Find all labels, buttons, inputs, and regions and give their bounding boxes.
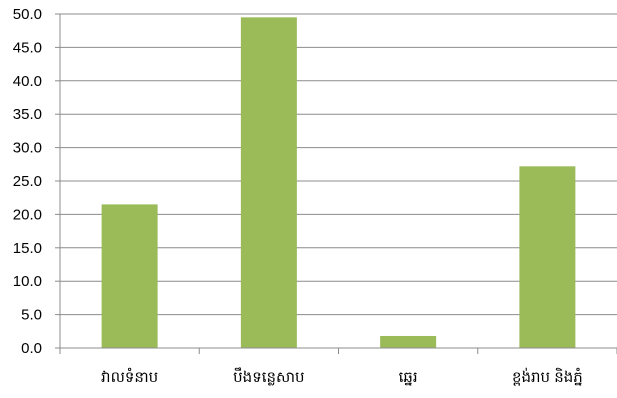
y-tick-label: 45.0 — [13, 39, 42, 56]
x-tick-label: បឹងទន្លេសាប — [233, 367, 304, 386]
x-tick-label: វាលទំនាប — [101, 367, 158, 386]
axes — [55, 13, 617, 354]
y-tick-label: 35.0 — [13, 106, 42, 123]
y-tick-label: 30.0 — [13, 140, 42, 157]
y-tick-label: 5.0 — [21, 307, 42, 324]
bar — [240, 17, 297, 349]
x-tick-labels: វាលទំនាប បឹងទន្លេសាប ឆ្នេរ ខ្ពង់រាប និងភ្នំ — [101, 367, 583, 386]
y-tick-label: 15.0 — [13, 240, 42, 257]
bar — [380, 335, 437, 348]
y-tick-labels: 0.0 5.0 10.0 15.0 20.0 25.0 30.0 35.0 40.0 45.0 50… — [13, 6, 42, 357]
bar — [101, 204, 158, 348]
y-tick-label: 40.0 — [13, 73, 42, 90]
y-tick-label: 25.0 — [13, 173, 42, 190]
y-tick-label: 0.0 — [21, 340, 42, 357]
y-tick-label: 20.0 — [13, 206, 42, 223]
y-tick-label: 10.0 — [13, 273, 42, 290]
bars — [101, 17, 576, 349]
bar — [519, 166, 576, 348]
x-tick-label: ឆ្នេរ — [399, 369, 418, 386]
x-tick-label: ខ្ពង់រាប និងភ្នំ — [512, 367, 583, 386]
y-tick-label: 50.0 — [13, 6, 42, 23]
